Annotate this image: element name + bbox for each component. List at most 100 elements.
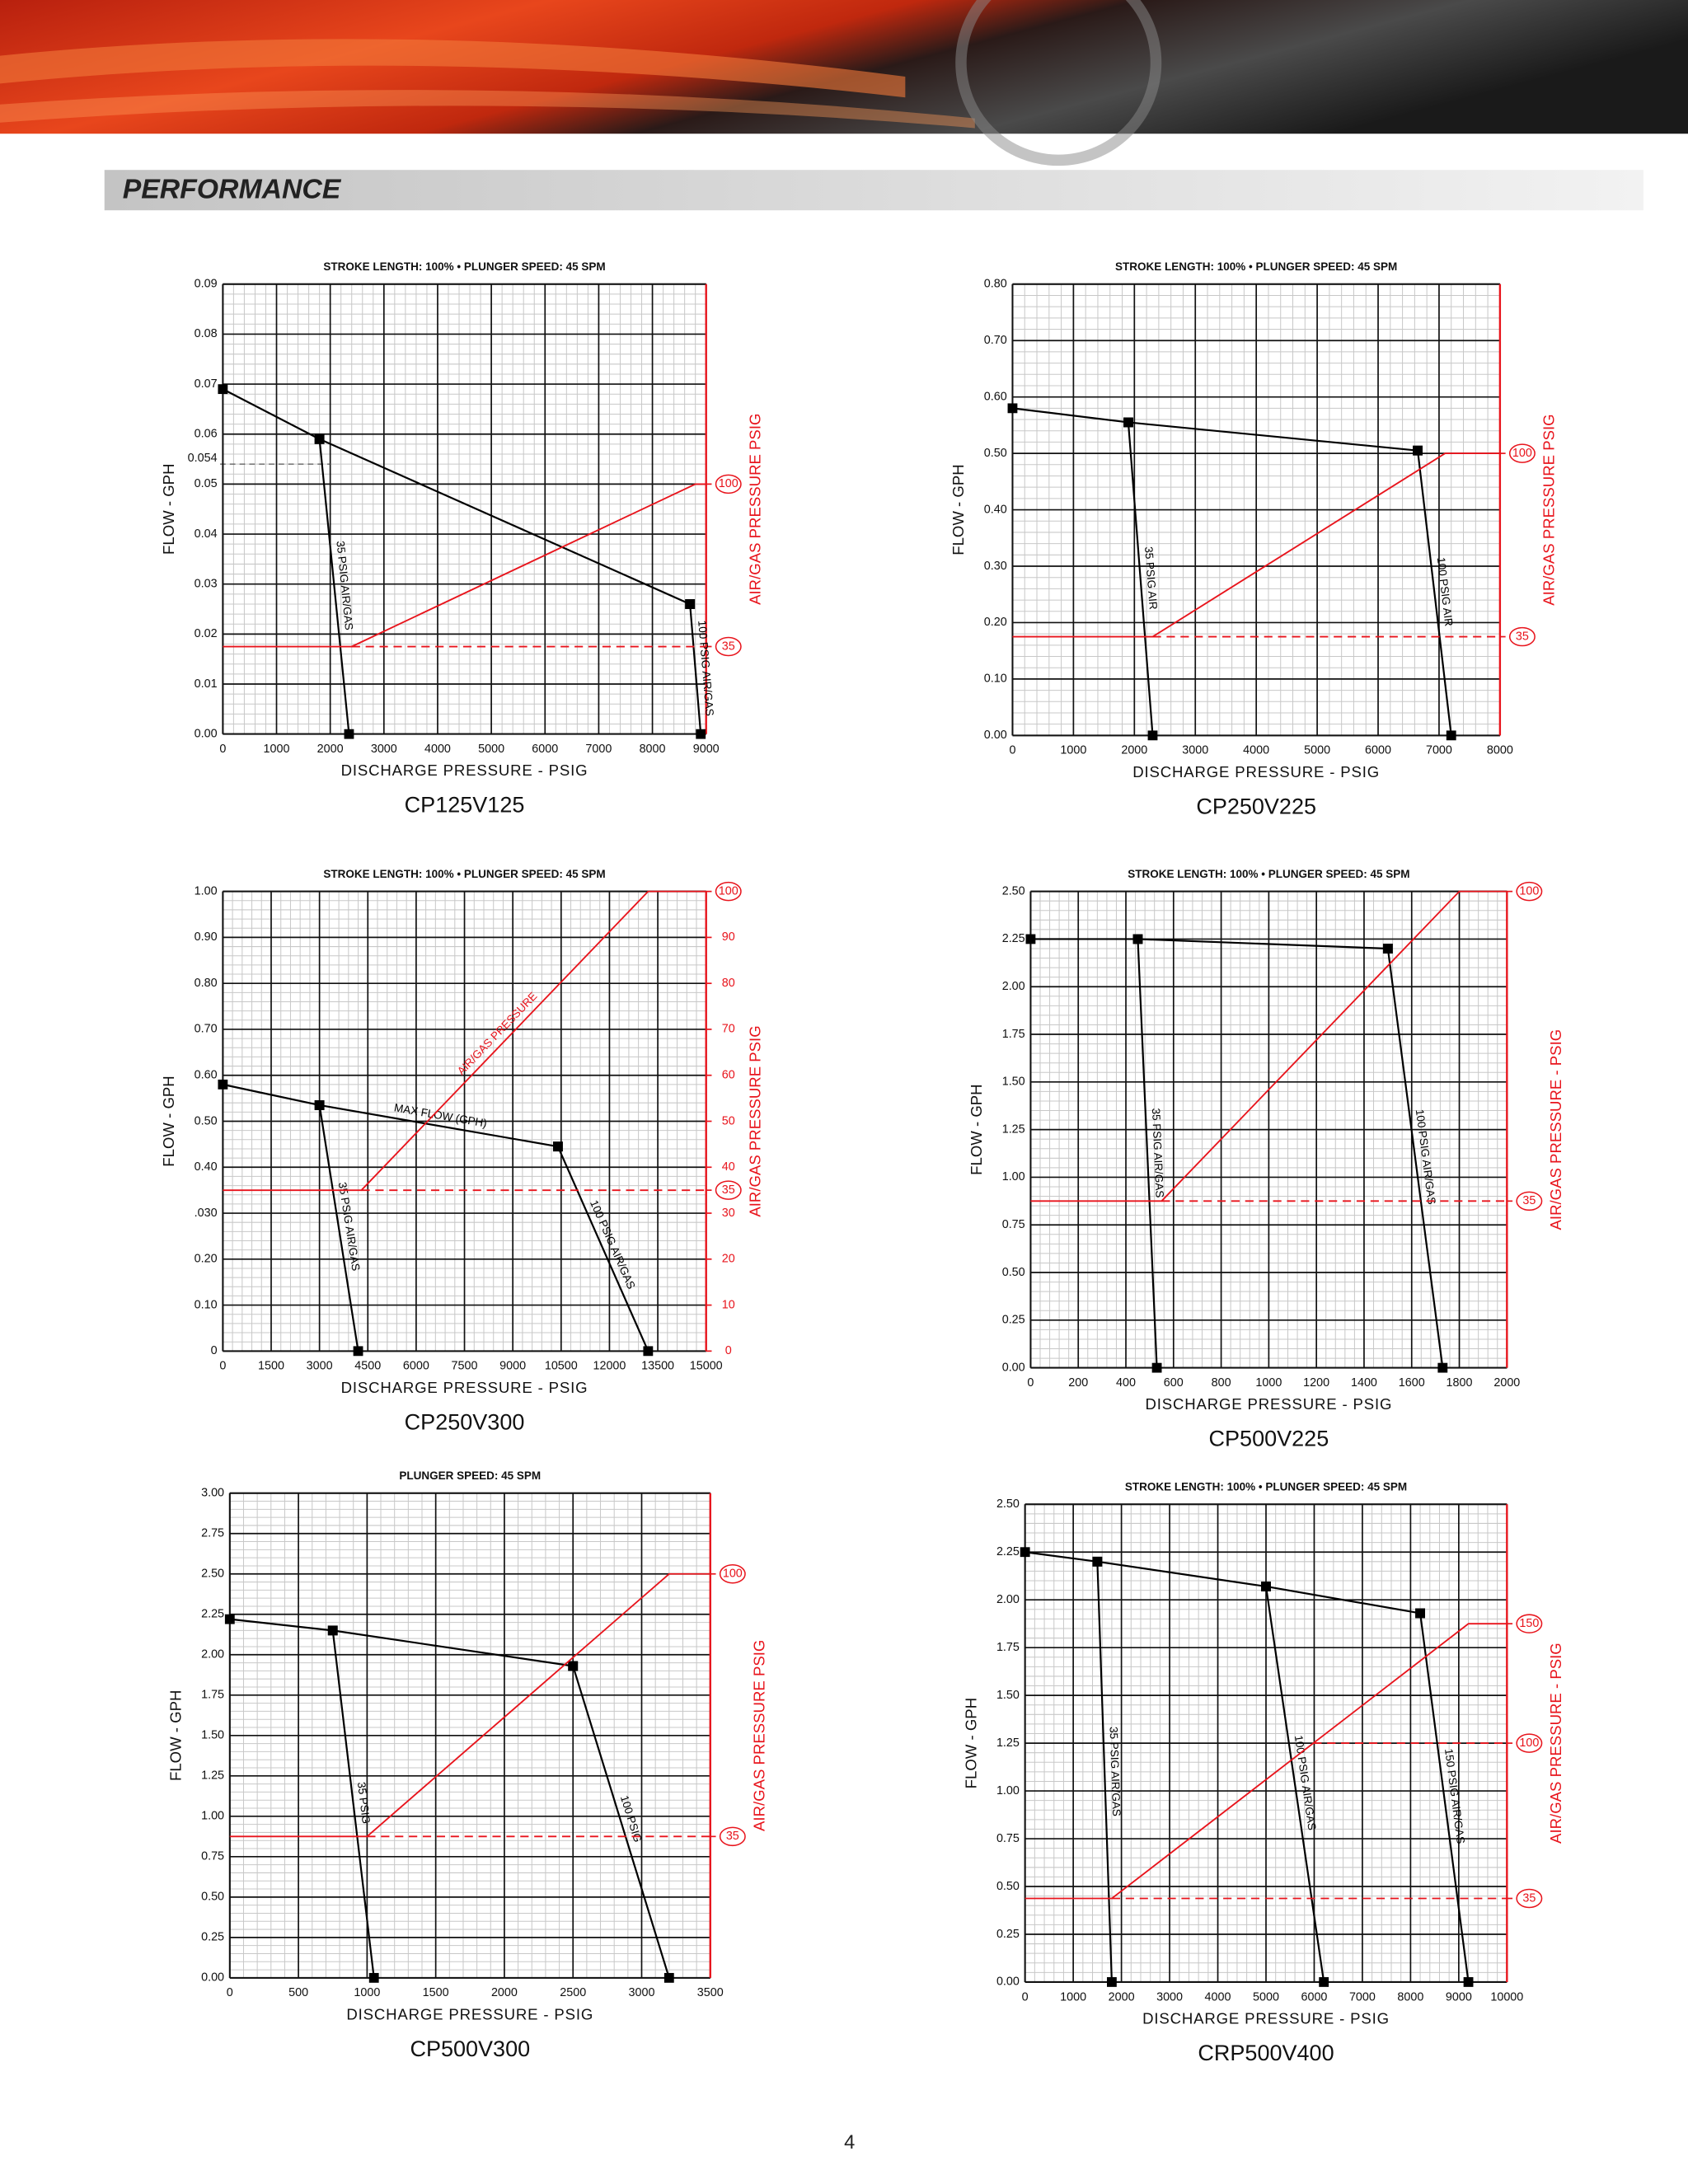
chart-title: PLUNGER SPEED: 45 SPM <box>399 1469 541 1482</box>
x-tick-label: 1000 <box>264 743 290 756</box>
y-tick-label: 0.75 <box>201 1850 224 1863</box>
y-tick-label: 2.75 <box>201 1527 224 1540</box>
y2-axis-label: AIR/GAS PRESSURE PSIG <box>746 1025 763 1216</box>
y2-tick-label: 60 <box>722 1069 735 1082</box>
y-tick-label: 0.10 <box>195 1298 218 1311</box>
x-axis-label: DISCHARGE PRESSURE - PSIG <box>346 2005 593 2022</box>
point-marker <box>643 1346 654 1357</box>
series-line <box>1025 1551 1421 1615</box>
y-tick-label: 0.00 <box>201 1971 224 1985</box>
y-tick-label: 0.70 <box>195 1023 218 1036</box>
y-tick-label: 1.50 <box>201 1729 224 1742</box>
y-tick-label: 2.00 <box>996 1593 1020 1606</box>
y-tick-label: 0.01 <box>195 677 218 691</box>
series-label: 35 PSIG <box>355 1781 373 1824</box>
y-tick-label: 1.25 <box>201 1769 224 1783</box>
y-tick-label: 2.00 <box>1002 980 1025 993</box>
point-marker <box>696 729 706 739</box>
series-line <box>1419 1613 1470 1983</box>
y2-tick-label: 40 <box>722 1160 735 1174</box>
x-tick-label: 2000 <box>317 743 344 756</box>
y2-tick-circle <box>1516 881 1543 902</box>
point-marker <box>314 1100 325 1110</box>
y-tick-label: 0.40 <box>984 503 1007 516</box>
y-tick-label: 0.09 <box>195 278 218 291</box>
y-tick-label: 0.25 <box>201 1931 224 1944</box>
series-line <box>1030 890 1507 1202</box>
y2-tick-label: 30 <box>722 1207 735 1220</box>
y-tick-label: 2.25 <box>201 1608 224 1621</box>
y-tick-label: 0.50 <box>984 447 1007 460</box>
y-tick-label: 0.10 <box>984 673 1007 686</box>
point-marker <box>663 1972 674 1983</box>
point-marker <box>568 1661 579 1671</box>
model-name: CP500V225 <box>1209 1427 1329 1451</box>
series-line <box>229 1618 574 1667</box>
series-line <box>1127 422 1154 736</box>
y2-axis-label: AIR/GAS PRESSURE PSIG <box>1540 414 1558 605</box>
y2-axis-label: AIR/GAS PRESSURE PSIG <box>746 414 763 605</box>
series-line <box>318 1104 359 1352</box>
y-axis-label: FLOW - GPH <box>968 1084 985 1174</box>
point-marker <box>1007 403 1018 414</box>
y2-tick-label: 35 <box>726 1830 739 1843</box>
point-marker <box>1437 1362 1448 1373</box>
y2-tick-circle <box>715 881 742 902</box>
point-marker <box>1319 1977 1329 1987</box>
x-tick-label: 6000 <box>403 1360 429 1373</box>
point-marker <box>1463 1977 1474 1987</box>
section-bar <box>104 170 1643 211</box>
x-tick-label: 1000 <box>1060 1990 1086 2004</box>
y2-tick-circle <box>719 1564 746 1584</box>
point-marker <box>314 434 325 444</box>
point-marker <box>218 384 228 395</box>
x-axis-label: DISCHARGE PRESSURE - PSIG <box>341 1379 588 1396</box>
y-axis-label: FLOW - GPH <box>950 464 967 555</box>
series-line <box>1030 938 1388 950</box>
callout-label: 0.054 <box>188 452 218 465</box>
x-tick-label: 8000 <box>1397 1990 1423 2004</box>
x-tick-label: 3000 <box>1182 744 1208 757</box>
y2-tick-label: 80 <box>722 977 735 990</box>
y-tick-label: 0.20 <box>195 1253 218 1266</box>
point-marker <box>1020 1547 1030 1558</box>
x-tick-label: 3000 <box>629 1986 655 1999</box>
y-tick-label: 2.25 <box>1002 932 1025 945</box>
y-tick-label: 0.50 <box>1002 1266 1025 1279</box>
series-line <box>1137 939 1158 1368</box>
series-line <box>318 438 350 734</box>
x-tick-label: 13500 <box>641 1360 674 1373</box>
x-tick-label: 7000 <box>1426 744 1452 757</box>
y2-tick-label: 20 <box>722 1253 735 1266</box>
banner-streak <box>0 90 975 129</box>
y2-tick-circle <box>1516 1888 1543 1909</box>
point-marker <box>685 599 696 609</box>
y-tick-label: 1.00 <box>201 1810 224 1823</box>
y-axis-label: FLOW - GPH <box>160 463 177 554</box>
x-tick-label: 2000 <box>491 1986 518 1999</box>
y2-tick-label: 100 <box>1512 447 1532 460</box>
x-axis-label: DISCHARGE PRESSURE - PSIG <box>1132 763 1380 780</box>
chart-title: STROKE LENGTH: 100% • PLUNGER SPEED: 45 … <box>1115 260 1397 273</box>
series-label: 35 PSIG AIR/GAS <box>1108 1727 1123 1816</box>
x-tick-label: 1500 <box>423 1986 449 1999</box>
y-tick-label: 3.00 <box>201 1487 224 1500</box>
x-tick-label: 5000 <box>478 743 504 756</box>
y2-tick-label: 35 <box>1522 1891 1536 1905</box>
y2-tick-circle <box>719 1826 746 1847</box>
y-tick-label: 2.25 <box>996 1545 1020 1558</box>
section-title: PERFORMANCE <box>123 173 342 204</box>
x-axis-label: DISCHARGE PRESSURE - PSIG <box>341 762 588 779</box>
y2-tick-label: 90 <box>722 930 735 944</box>
series-line <box>1012 452 1500 638</box>
y-tick-label: 1.50 <box>996 1689 1020 1702</box>
point-marker <box>1106 1977 1117 1987</box>
y-tick-label: 0.80 <box>195 977 218 990</box>
y2-tick-label: 100 <box>719 884 738 898</box>
x-tick-label: 15000 <box>690 1360 723 1373</box>
y2-tick-circle <box>715 636 742 657</box>
y2-tick-label: 100 <box>719 477 738 490</box>
x-axis-label: DISCHARGE PRESSURE - PSIG <box>1145 1395 1392 1413</box>
series-label: 35 PSIG AIR/GAS <box>1150 1108 1166 1197</box>
model-name: CP250V300 <box>405 1409 525 1434</box>
